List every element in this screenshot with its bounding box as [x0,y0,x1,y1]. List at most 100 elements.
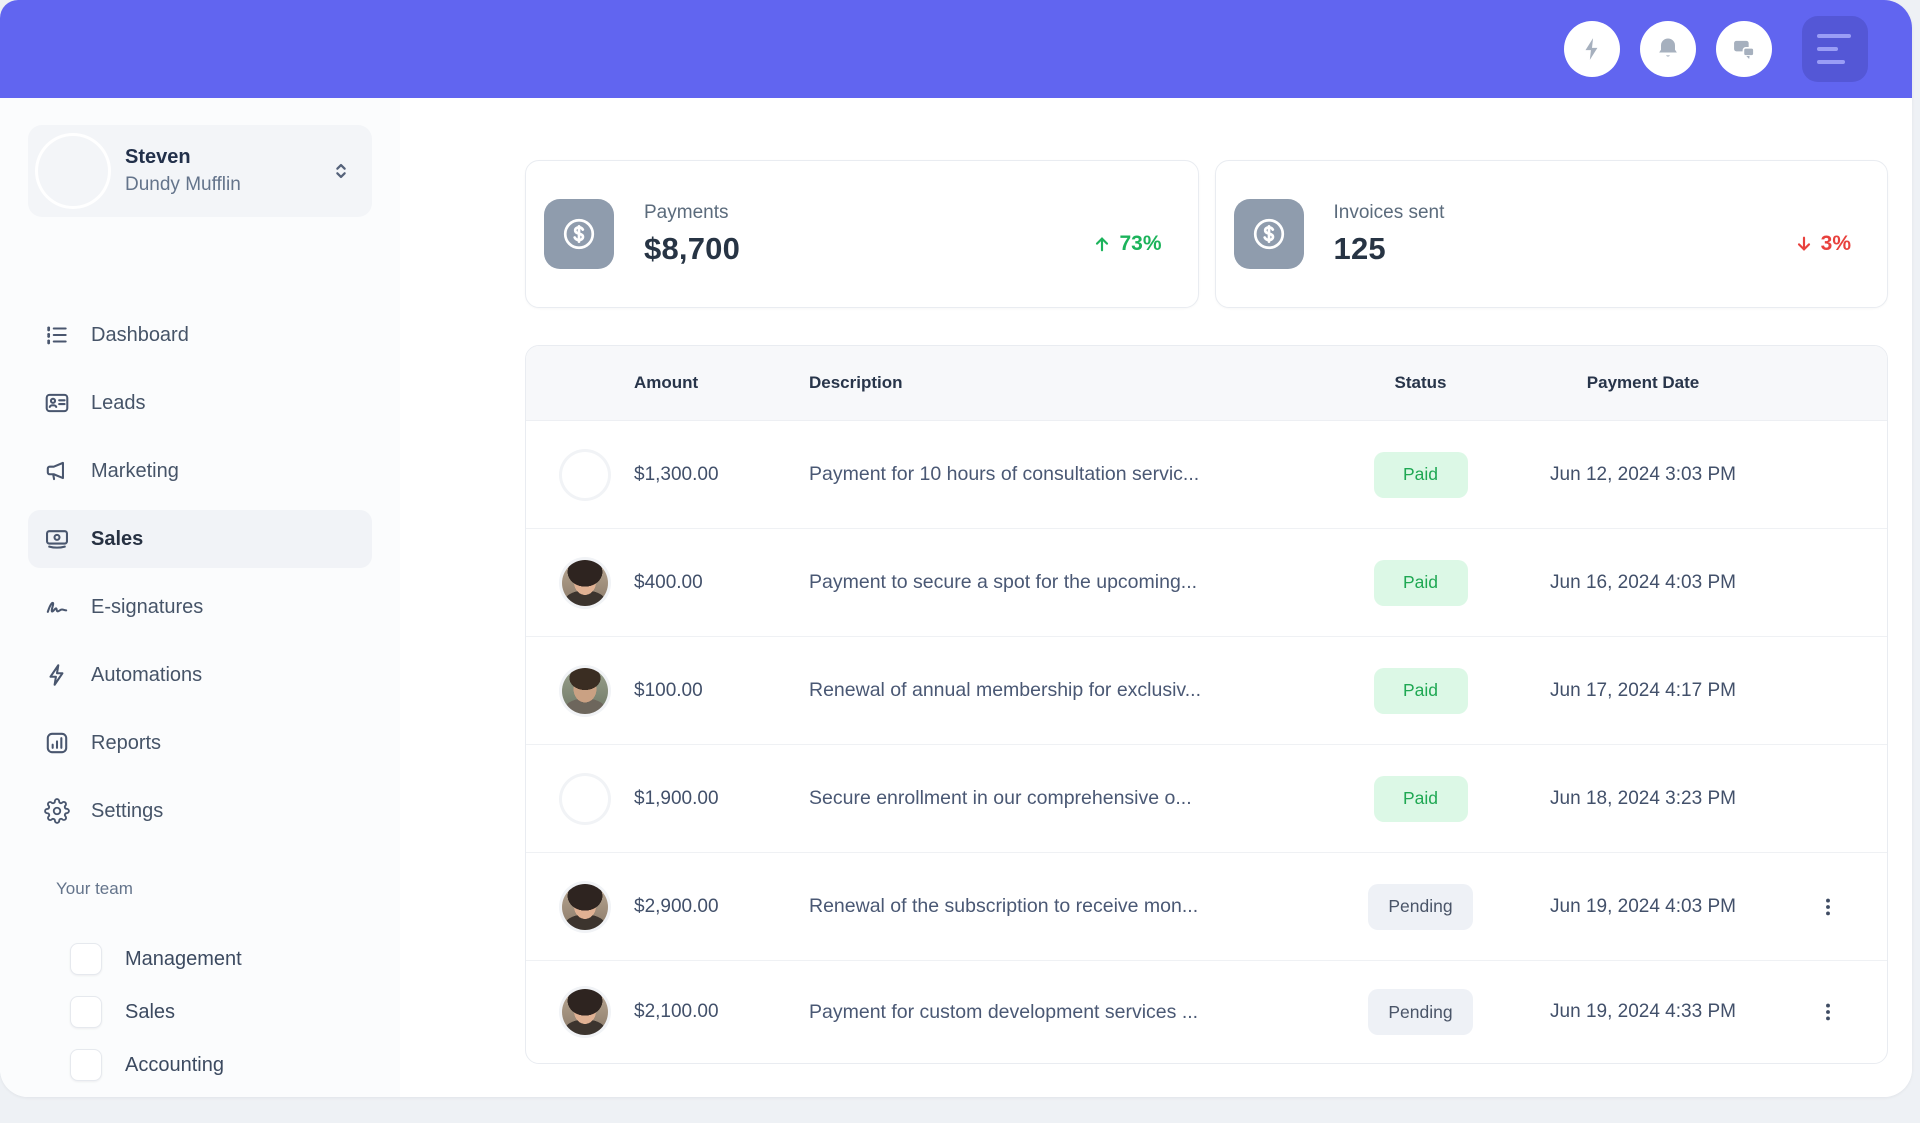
table-row: $2,900.00 Renewal of the subscription to… [526,853,1887,961]
payment-date-cell: Jun 16, 2024 4:03 PM [1550,571,1736,593]
megaphone-icon [44,458,70,484]
arrow-up-icon [1092,234,1112,254]
sidebar-item-automations[interactable]: Automations [28,646,372,704]
app-window: Steven Dundy Mufflin Dashboard [0,0,1912,1097]
profile-selector[interactable]: Steven Dundy Mufflin [28,125,372,217]
stats-row: Payments $8,700 73% Invoi [525,160,1888,308]
bell-icon [1654,35,1682,63]
column-header-payment-date: Payment Date [1586,373,1700,392]
sidebar-item-label: Settings [91,799,164,822]
kebab-menu-icon [1817,1001,1839,1023]
avatar [562,559,608,606]
description-cell: Payment to secure a spot for the upcomin… [809,571,1198,593]
dollar-circle-icon [544,199,614,269]
sidebar-item-label: Leads [91,391,146,414]
menu-button[interactable] [1802,16,1868,82]
stat-label: Invoices sent [1333,201,1445,223]
checkbox-label: Management [125,947,242,970]
sidebar-item-marketing[interactable]: Marketing [28,442,372,500]
payment-date-cell: Jun 19, 2024 4:03 PM [1550,895,1736,917]
avatar [562,989,608,1035]
description-cell: Renewal of the subscription to receive m… [809,895,1199,917]
notifications-button[interactable] [1640,21,1696,77]
description-cell: Renewal of annual membership for exclusi… [809,679,1201,701]
top-bar [0,0,1912,98]
flash-button[interactable] [1564,21,1620,77]
payment-date-cell: Jun 12, 2024 3:03 PM [1550,463,1736,485]
sidebar-item-sales[interactable]: Sales [28,510,372,568]
amount-cell: $100.00 [634,679,703,701]
table-row: $400.00 Payment to secure a spot for the… [526,529,1887,637]
profile-avatar [38,136,108,206]
sidebar: Steven Dundy Mufflin Dashboard [0,98,400,1097]
team-option-sales: Sales [56,996,372,1028]
messages-button[interactable] [1716,21,1772,77]
sidebar-item-label: Dashboard [91,323,189,346]
payment-date-cell: Jun 19, 2024 4:33 PM [1550,1001,1736,1022]
avatar [562,667,608,714]
column-header-description: Description [809,373,903,392]
flash-icon [1579,36,1605,62]
sidebar-item-label: Sales [91,527,144,550]
stat-delta: 73% [1092,232,1162,256]
chevron-up-down-icon [330,160,352,182]
sidebar-item-label: E-signatures [91,595,204,618]
gear-icon [44,798,70,824]
checkbox-label: Accounting [125,1053,224,1076]
sales-checkbox[interactable] [70,996,102,1028]
table-row: $1,300.00 Payment for 10 hours of consul… [526,421,1887,529]
stat-label: Payments [644,201,729,223]
row-menu-button[interactable] [1808,992,1848,1032]
sidebar-item-reports[interactable]: Reports [28,714,372,772]
sidebar-item-settings[interactable]: Settings [28,782,372,840]
stat-delta: 3% [1794,232,1851,256]
description-cell: Payment for 10 hours of consultation ser… [809,463,1200,485]
banknote-icon [44,526,70,552]
row-menu-button[interactable] [1808,887,1848,927]
payments-table: Amount Description Status Payment Date $… [525,345,1888,1064]
sidebar-item-label: Reports [91,731,162,754]
status-badge: Paid [1373,775,1468,822]
avatar [562,883,608,930]
status-badge: Pending [1368,989,1473,1035]
amount-cell: $2,900.00 [634,895,719,917]
lightning-icon [44,662,70,688]
status-badge: Paid [1373,559,1468,606]
payment-date-cell: Jun 17, 2024 4:17 PM [1550,679,1736,701]
payment-date-cell: Jun 18, 2024 3:23 PM [1550,787,1736,809]
table-row: $100.00 Renewal of annual membership for… [526,637,1887,745]
table-header: Amount Description Status Payment Date [526,346,1887,421]
table-row: $1,900.00 Secure enrollment in our compr… [526,745,1887,853]
amount-cell: $1,300.00 [634,463,719,485]
payments-stat-card: Payments $8,700 73% [525,160,1199,308]
sidebar-item-dashboard[interactable]: Dashboard [28,306,372,364]
sidebar-item-leads[interactable]: Leads [28,374,372,432]
team-section: Your team Management Sales Accounting [0,879,400,1081]
arrow-down-icon [1794,234,1814,254]
column-header-amount: Amount [634,373,699,392]
contact-card-icon [44,390,70,416]
sidebar-item-label: Marketing [91,459,179,482]
signature-icon [44,594,70,620]
bar-chart-icon [44,730,70,756]
description-cell: Payment for custom development services … [809,1000,1199,1023]
team-option-accounting: Accounting [56,1049,372,1081]
table-row: $2,100.00 Payment for custom development… [526,961,1887,1063]
amount-cell: $2,100.00 [634,1001,719,1022]
description-cell: Secure enrollment in our comprehensive o… [809,787,1192,809]
team-section-title: Your team [56,879,133,898]
status-badge: Pending [1368,883,1473,930]
management-checkbox[interactable] [70,943,102,975]
stat-value: 125 [1333,230,1386,266]
avatar [562,452,608,498]
column-header-status: Status [1394,373,1447,392]
dollar-circle-icon [1233,199,1304,269]
amount-cell: $1,900.00 [634,787,719,809]
status-badge: Paid [1373,667,1468,714]
sidebar-item-e-signatures[interactable]: E-signatures [28,578,372,636]
invoices-stat-card: Invoices sent 125 3% [1214,160,1888,308]
accounting-checkbox[interactable] [70,1049,102,1081]
main-content: Payments $8,700 73% Invoi [400,98,1912,1097]
sidebar-item-label: Automations [91,663,203,686]
list-icon [44,322,70,348]
